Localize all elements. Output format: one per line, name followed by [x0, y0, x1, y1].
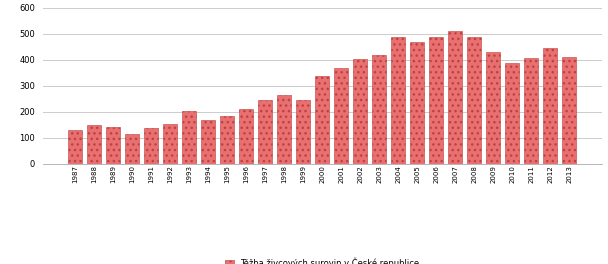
Bar: [163, 124, 178, 164]
Bar: [505, 63, 519, 164]
Bar: [391, 37, 406, 164]
Bar: [334, 68, 348, 164]
Bar: [106, 127, 120, 164]
Bar: [524, 58, 539, 164]
Bar: [125, 134, 139, 164]
Bar: [543, 48, 558, 164]
Bar: [220, 116, 234, 164]
Bar: [296, 100, 310, 164]
Bar: [182, 111, 196, 164]
Legend: Těžba živcových surovin v České republice: Těžba živcových surovin v České republic…: [222, 254, 423, 264]
Bar: [448, 31, 463, 164]
Bar: [87, 125, 102, 164]
Bar: [429, 37, 443, 164]
Bar: [315, 76, 330, 164]
Bar: [467, 37, 482, 164]
Bar: [562, 57, 576, 164]
Bar: [277, 95, 291, 164]
Bar: [144, 128, 158, 164]
Bar: [410, 42, 424, 164]
Bar: [239, 109, 254, 164]
Bar: [486, 51, 500, 164]
Bar: [201, 120, 215, 164]
Bar: [353, 59, 367, 164]
Bar: [258, 100, 272, 164]
Bar: [68, 130, 82, 164]
Bar: [372, 55, 387, 164]
